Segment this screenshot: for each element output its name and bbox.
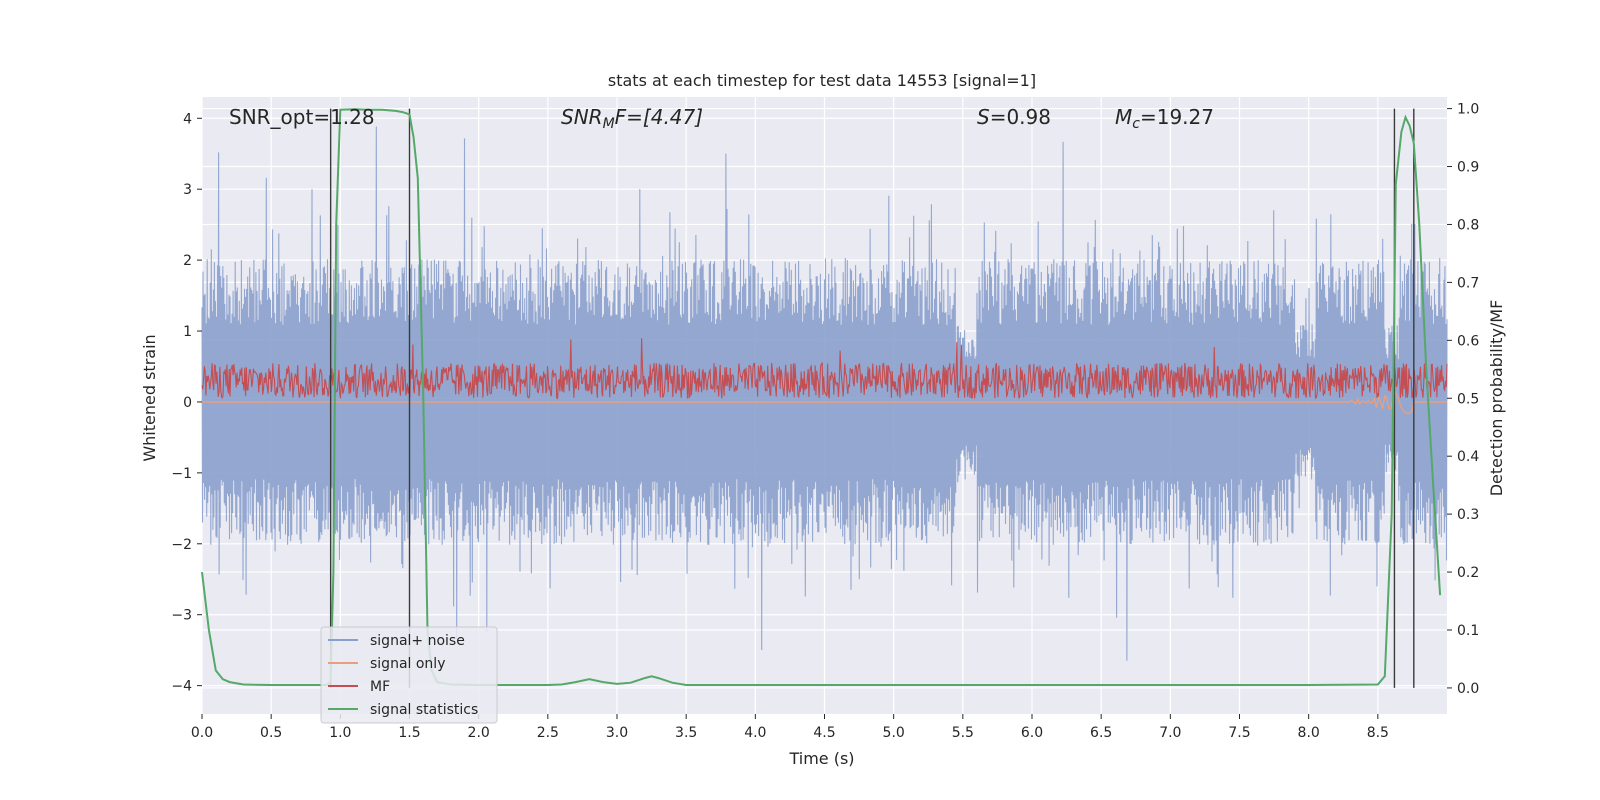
snr-opt-annotation: SNR_opt=1.28 [229, 105, 375, 129]
x-tick-label: 5.0 [883, 725, 905, 741]
s-annotation: S=0.98 [977, 105, 1051, 129]
legend-label-statistics: signal statistics [370, 702, 478, 718]
y-tick-label: 4 [183, 111, 192, 127]
y-tick-label: −1 [171, 466, 192, 482]
mc-sub: c [1132, 116, 1140, 132]
vertical-markers [329, 108, 1415, 688]
y2-tick-label: 0.8 [1457, 217, 1479, 233]
y2-tick-label: 0.0 [1457, 681, 1479, 697]
snr-mf-rest: F=[4.47] [615, 105, 703, 129]
snr-mf-sub: M [603, 116, 615, 132]
y2-tick-label: 0.3 [1457, 507, 1479, 523]
y-axis-label: Whitened strain [140, 334, 159, 461]
x-tick-label: 5.5 [952, 725, 974, 741]
y2-tick-label: 0.6 [1457, 333, 1479, 349]
x-axis-ticks: 0.0 0.5 1.0 1.5 2.0 2.5 3.0 3.5 4.0 4.5 5.0 5.5 6.0 6… [191, 714, 1389, 741]
y-tick-label: 3 [183, 182, 192, 198]
y-tick-label: 0 [183, 395, 192, 411]
y2-tick-label: 0.4 [1457, 449, 1479, 465]
x-tick-label: 0.5 [260, 725, 282, 741]
x-tick-label: 8.0 [1298, 725, 1320, 741]
x-axis-label: Time (s) [788, 749, 854, 768]
x-tick-label: 0.0 [191, 725, 213, 741]
y-tick-label: −3 [171, 608, 192, 624]
y-tick-label: 1 [183, 324, 192, 340]
y2-axis-label: Detection probability/MF [1487, 300, 1506, 497]
legend-label-mf: MF [370, 679, 390, 695]
x-tick-label: 6.5 [1090, 725, 1112, 741]
mc-annotation: Mc=19.27 [1115, 105, 1214, 132]
legend-label-signal: signal only [370, 656, 445, 672]
s-value: =0.98 [990, 105, 1051, 129]
y2-tick-label: 0.2 [1457, 565, 1479, 581]
snr-mf-main: SNR [561, 105, 603, 129]
y-tick-label: 2 [183, 253, 192, 269]
mc-value: =19.27 [1140, 105, 1214, 129]
y-tick-label: −2 [171, 537, 192, 553]
chart-title: stats at each timestep for test data 145… [608, 71, 1036, 90]
x-tick-label: 6.0 [1021, 725, 1043, 741]
snr-mf-annotation: SNRMF=[4.47] [561, 105, 703, 132]
legend: signal+ noise signal only MF signal stat… [320, 626, 498, 724]
x-tick-label: 3.0 [606, 725, 628, 741]
y2-tick-label: 0.9 [1457, 160, 1479, 176]
x-tick-label: 4.5 [813, 725, 835, 741]
x-tick-label: 8.5 [1367, 725, 1389, 741]
x-tick-label: 2.0 [468, 725, 490, 741]
y-axis-ticks: 4 3 2 1 0 −1 −2 −3 −4 [171, 111, 202, 695]
y2-tick-label: 0.1 [1457, 623, 1479, 639]
y2-tick-label: 1.0 [1457, 102, 1479, 118]
x-tick-label: 3.5 [675, 725, 697, 741]
legend-box [320, 626, 498, 724]
y2-tick-label: 0.5 [1457, 391, 1479, 407]
x-tick-label: 1.5 [398, 725, 420, 741]
x-tick-label: 7.5 [1228, 725, 1250, 741]
s-label: S [977, 105, 990, 129]
x-tick-label: 7.0 [1159, 725, 1181, 741]
y2-axis-ticks: 1.0 0.9 0.8 0.7 0.6 0.5 0.4 0.3 0.2 0.1 0.0 [1447, 102, 1479, 697]
x-tick-label: 4.0 [744, 725, 766, 741]
y2-tick-label: 0.7 [1457, 275, 1479, 291]
y-tick-label: −4 [171, 679, 192, 695]
x-tick-label: 2.5 [537, 725, 559, 741]
legend-label-noise: signal+ noise [370, 633, 465, 649]
x-tick-label: 1.0 [329, 725, 351, 741]
mc-main: M [1115, 105, 1132, 129]
